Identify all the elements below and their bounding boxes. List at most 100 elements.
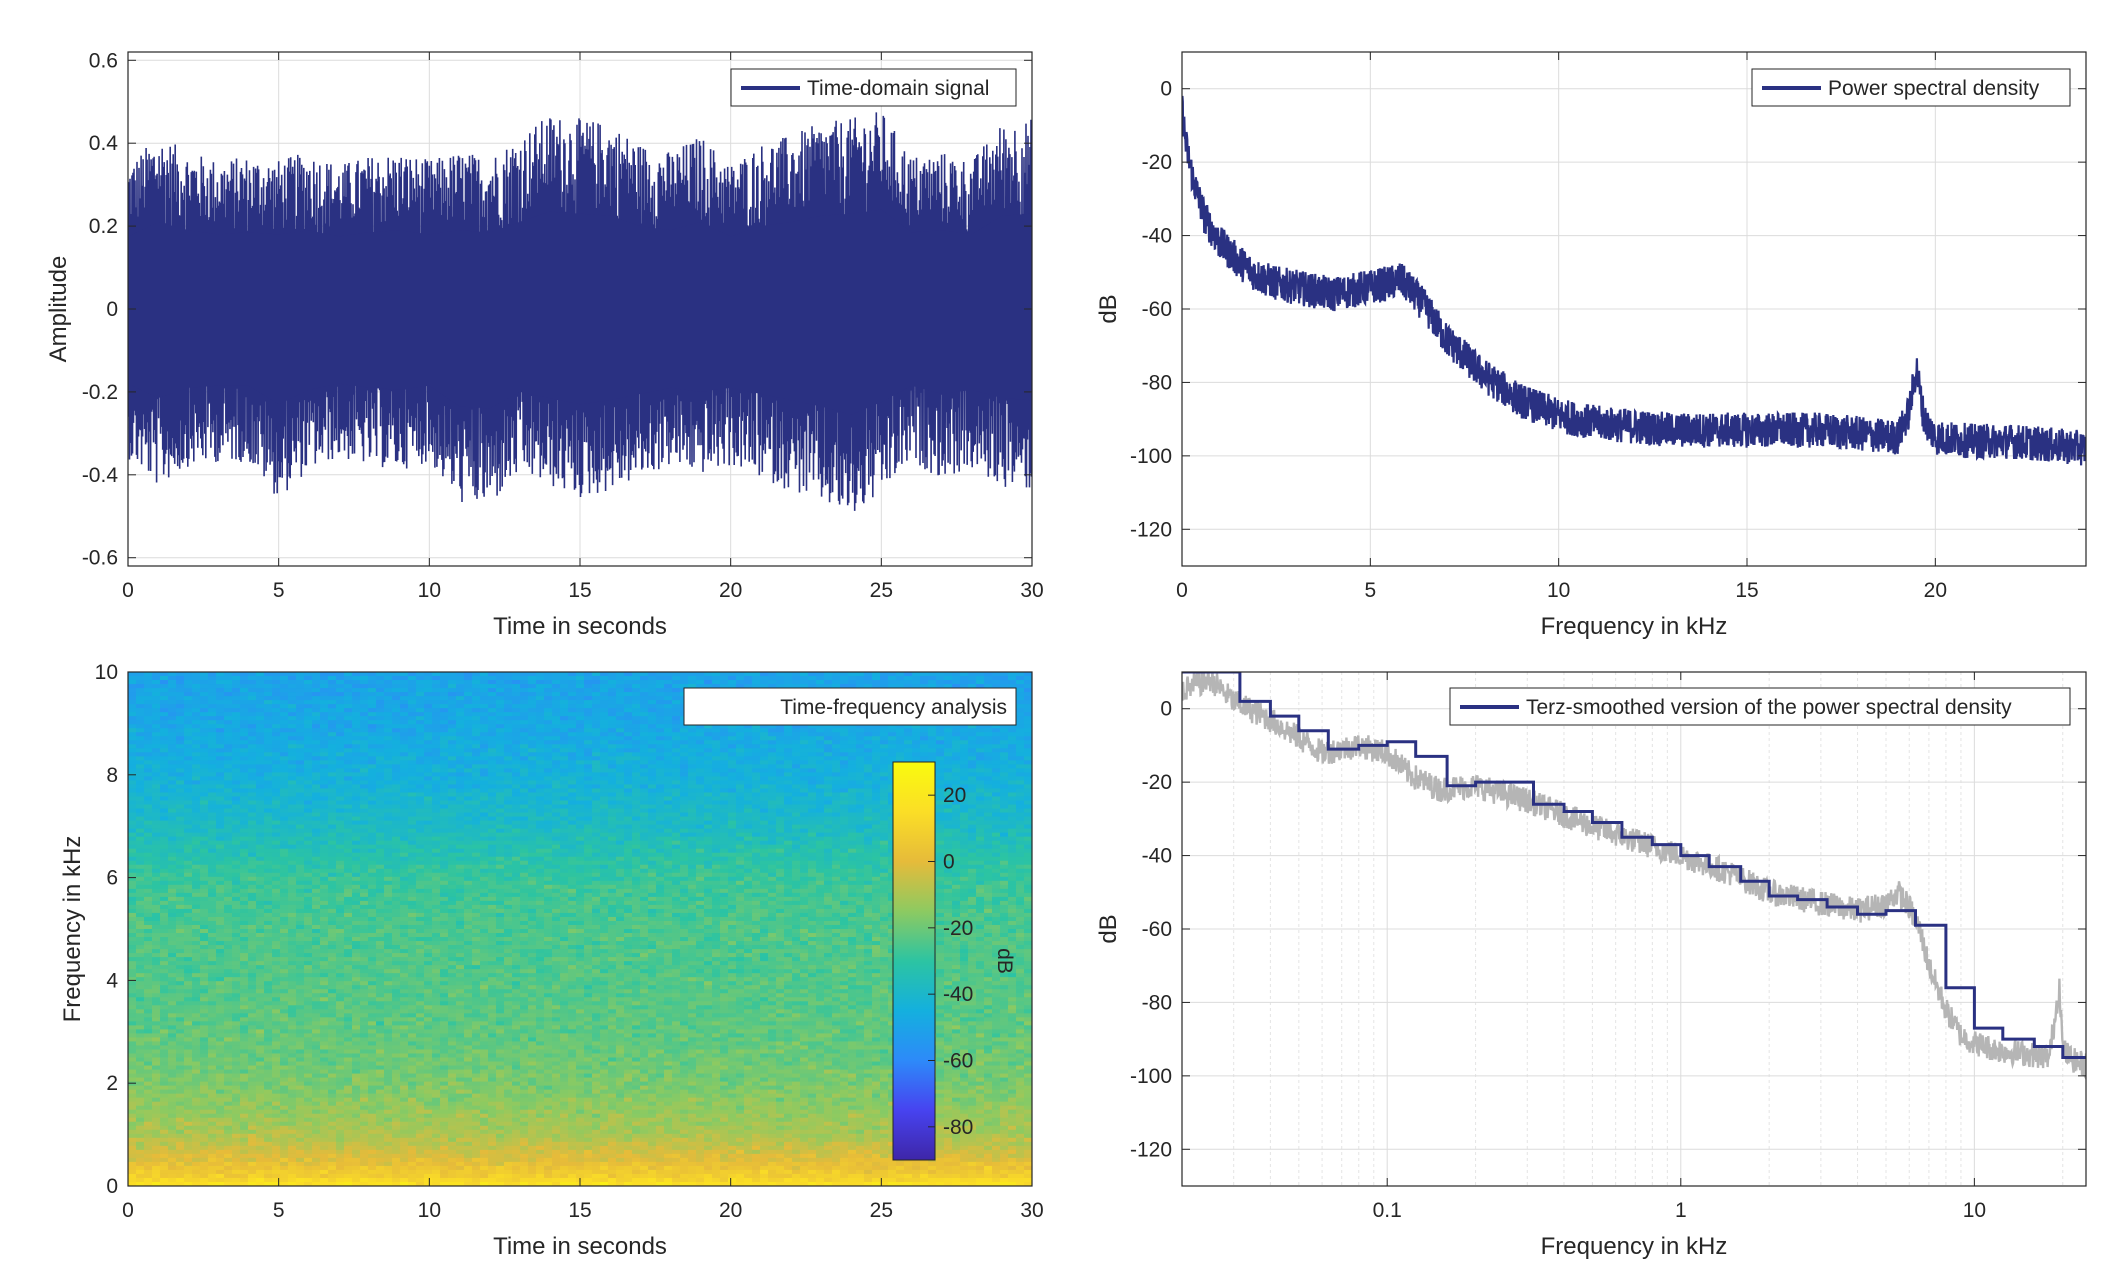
spectrogram-cell xyxy=(1016,784,1025,790)
spectrogram-cell xyxy=(360,728,369,733)
spectrogram-cell xyxy=(544,780,553,786)
spectrogram-cell xyxy=(864,764,873,769)
spectrogram-cell xyxy=(1008,732,1017,737)
spectrogram-cell xyxy=(968,840,977,846)
spectrogram-cell xyxy=(216,776,225,782)
spectrogram-cell xyxy=(992,740,1001,745)
spectrogram-cell xyxy=(1008,680,1017,685)
spectrogram-cell xyxy=(312,708,321,713)
spectrogram-cell xyxy=(480,736,489,741)
spectrogram-cell xyxy=(864,792,873,798)
spectrogram-cell xyxy=(872,820,881,826)
spectrogram-cell xyxy=(832,836,841,842)
spectrogram-cell xyxy=(856,772,865,778)
spectrogram-cell xyxy=(808,796,817,802)
spectrogram-cell xyxy=(768,740,777,745)
spectrogram-cell xyxy=(344,712,353,717)
y-tick-label: -40 xyxy=(1142,225,1172,248)
spectrogram-cell xyxy=(168,776,177,782)
tick-labels: 0 5 10 15 200-20-40-60-80-100-120 xyxy=(1130,52,2086,602)
spectrogram-cell xyxy=(568,712,577,717)
y-tick-label: -0.4 xyxy=(82,464,119,487)
spectrogram-cell xyxy=(424,748,433,753)
spectrogram-cell xyxy=(440,788,449,794)
spectrogram-cell xyxy=(168,840,177,846)
spectrogram-cell xyxy=(424,796,433,802)
spectrogram-cell xyxy=(240,796,249,802)
spectrogram-cell xyxy=(328,728,337,733)
spectrogram-cell xyxy=(552,692,561,697)
spectrogram-cell xyxy=(256,772,265,778)
spectrogram-cell xyxy=(1024,748,1032,753)
spectrogram-cell xyxy=(888,756,897,761)
spectrogram-cell xyxy=(192,756,201,761)
spectrogram-cell xyxy=(312,700,321,705)
spectrogram-cell xyxy=(152,764,161,769)
spectrogram-cell xyxy=(432,800,441,806)
spectrogram-cell xyxy=(624,720,633,725)
spectrogram-cell xyxy=(472,784,481,790)
spectrogram-cell xyxy=(544,728,553,733)
spectrogram-cell xyxy=(864,808,873,814)
spectrogram-cell xyxy=(592,832,601,838)
spectrogram-cell xyxy=(392,792,401,798)
spectrogram-cell xyxy=(960,804,969,810)
spectrogram-cell xyxy=(520,788,529,794)
spectrogram-cell xyxy=(544,828,553,834)
spectrogram-cell xyxy=(824,828,833,834)
spectrogram-cell xyxy=(528,800,537,806)
spectrogram-cell xyxy=(464,720,473,725)
spectrogram-cell xyxy=(136,692,145,697)
spectrogram-cell xyxy=(400,760,409,765)
spectrogram-cell xyxy=(808,684,817,689)
spectrogram-cell xyxy=(616,736,625,741)
spectrogram-cell xyxy=(448,696,457,701)
spectrogram-cell xyxy=(592,808,601,814)
spectrogram-cell xyxy=(416,728,425,733)
spectrogram-cell xyxy=(568,696,577,701)
spectrogram-cell xyxy=(344,688,353,693)
spectrogram-cell xyxy=(928,744,937,749)
spectrogram-cell xyxy=(584,724,593,729)
spectrogram-cell xyxy=(728,832,737,838)
spectrogram-cell xyxy=(232,764,241,769)
spectrogram-cell xyxy=(416,780,425,786)
spectrogram-cell xyxy=(688,800,697,806)
spectrogram-cell xyxy=(1000,804,1009,810)
spectrogram-cell xyxy=(408,672,417,677)
spectrogram-cell xyxy=(616,800,625,806)
spectrogram-cell xyxy=(496,792,505,798)
spectrogram-cell xyxy=(416,768,425,773)
spectrogram-cell xyxy=(368,708,377,713)
spectrogram-cell xyxy=(1016,796,1025,802)
spectrogram-cell xyxy=(720,840,729,846)
spectrogram-cell xyxy=(152,840,161,846)
spectrogram-cell xyxy=(520,836,529,842)
spectrogram-cell xyxy=(304,836,313,842)
spectrogram-cell xyxy=(248,744,257,749)
spectrogram-cell xyxy=(760,772,769,778)
spectrogram-cell xyxy=(976,836,985,842)
spectrogram-cell xyxy=(184,816,193,822)
spectrogram-cell xyxy=(768,816,777,822)
spectrogram-cell xyxy=(528,680,537,685)
spectrogram-cell xyxy=(640,788,649,794)
spectrogram-cell xyxy=(680,740,689,745)
spectrogram-cell xyxy=(232,720,241,725)
spectrogram-cell xyxy=(392,740,401,745)
spectrogram-cell xyxy=(416,760,425,765)
spectrogram-cell xyxy=(984,804,993,810)
spectrogram-cell xyxy=(696,768,705,773)
spectrogram-cell xyxy=(992,752,1001,757)
spectrogram-cell xyxy=(936,828,945,834)
spectrogram-cell xyxy=(800,772,809,778)
spectrogram-cell xyxy=(200,744,209,749)
spectrogram-cell xyxy=(744,728,753,733)
spectrogram-cell xyxy=(136,780,145,786)
spectrogram-cell xyxy=(152,728,161,733)
spectrogram-cell xyxy=(312,724,321,729)
spectrogram-cell xyxy=(880,736,889,741)
spectrogram-cell xyxy=(480,720,489,725)
spectrogram-cell xyxy=(1024,824,1032,830)
spectrogram-cell xyxy=(176,700,185,705)
